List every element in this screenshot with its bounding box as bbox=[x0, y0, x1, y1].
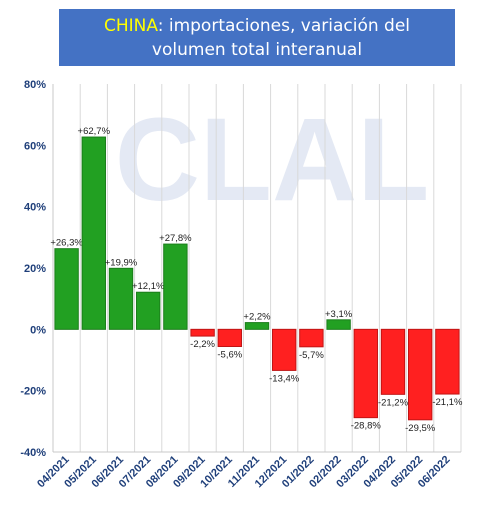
y-tick-label: 60% bbox=[24, 140, 46, 152]
y-tick-label: -20% bbox=[20, 386, 46, 398]
bar-chart: CLAL80%60%40%20%0%-20%-40%+26,3%04/2021+… bbox=[20, 79, 463, 490]
data-label: -5,7% bbox=[299, 350, 324, 361]
bar bbox=[272, 328, 297, 371]
data-label: +27,8% bbox=[159, 233, 192, 244]
data-label: -13,4% bbox=[269, 373, 300, 384]
chart-title-highlight: CHINA bbox=[104, 15, 158, 36]
y-tick-label: -40% bbox=[20, 447, 46, 459]
data-label: +3,1% bbox=[325, 309, 353, 320]
bar bbox=[326, 319, 351, 330]
bar bbox=[380, 328, 406, 395]
data-label: -21,2% bbox=[378, 397, 409, 408]
chart-area: CLAL 80% 60% 40% 20% 0% -20% -40% +26,3% 04/2021 +… bbox=[0, 70, 477, 502]
data-label: +62,7% bbox=[78, 126, 111, 137]
bar bbox=[435, 328, 460, 395]
data-label: -29,5% bbox=[405, 423, 436, 434]
bar bbox=[108, 267, 134, 330]
data-label: -5,6% bbox=[217, 350, 242, 361]
bar bbox=[217, 328, 242, 348]
data-label: +19,9% bbox=[105, 257, 138, 268]
data-label: -21,1% bbox=[432, 397, 463, 408]
bar bbox=[353, 328, 378, 419]
data-label: +2,2% bbox=[243, 312, 271, 323]
data-label: +26,3% bbox=[50, 238, 83, 249]
bar bbox=[299, 328, 324, 348]
bar bbox=[190, 328, 215, 337]
bar bbox=[54, 248, 79, 330]
bar bbox=[136, 291, 161, 330]
y-tick-label: 20% bbox=[24, 263, 46, 275]
chart-title: CHINA: importaciones, variación del volu… bbox=[59, 9, 455, 66]
bar bbox=[408, 328, 433, 421]
y-tick-label: 40% bbox=[24, 202, 46, 214]
data-label: -2,2% bbox=[190, 339, 215, 350]
watermark: CLAL bbox=[115, 94, 430, 226]
y-tick-label: 0% bbox=[30, 324, 46, 336]
data-label: -28,8% bbox=[351, 421, 382, 432]
bar bbox=[244, 322, 270, 330]
y-tick-label: 80% bbox=[24, 79, 46, 91]
chart-title-text: : importaciones, variación del volumen t… bbox=[151, 15, 410, 60]
data-label: +12,1% bbox=[132, 281, 165, 292]
bar bbox=[163, 243, 188, 330]
bar bbox=[81, 136, 106, 330]
